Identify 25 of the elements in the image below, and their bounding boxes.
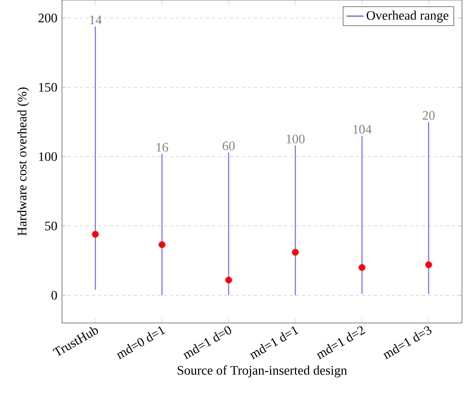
- annotation: 100: [286, 134, 305, 144]
- point: [425, 261, 432, 268]
- x-tick-label: md=1 d=1: [250, 326, 299, 360]
- point: [158, 241, 166, 248]
- point: [358, 264, 366, 271]
- point: [92, 230, 99, 238]
- annotation: 20: [422, 111, 435, 120]
- y-tick-label: 200: [38, 14, 57, 22]
- x-tick-label: md=1 d=0: [183, 326, 232, 360]
- annotation: 104: [353, 124, 372, 134]
- x-tick-label: md=1 d=2: [316, 326, 366, 360]
- annotation: 60: [222, 142, 235, 150]
- y-tick-label: 150: [39, 82, 57, 92]
- point: [292, 248, 299, 256]
- legend-label: Overhead range: [366, 10, 448, 22]
- x-tick-label: md=0 d=1: [116, 326, 166, 360]
- y-axis-title: Hardware cost overhead (%): [17, 88, 30, 236]
- y-tick-label: 100: [39, 152, 57, 162]
- annotation: 16: [156, 142, 168, 152]
- y-tick-label: 0: [51, 290, 57, 300]
- y-tick-label: 50: [45, 222, 57, 230]
- point: [225, 276, 232, 284]
- x-tick-label: md=1 d=3: [383, 326, 432, 360]
- x-axis-title: Source of Trojan-inserted design: [178, 365, 347, 378]
- annotation: 14: [90, 16, 102, 24]
